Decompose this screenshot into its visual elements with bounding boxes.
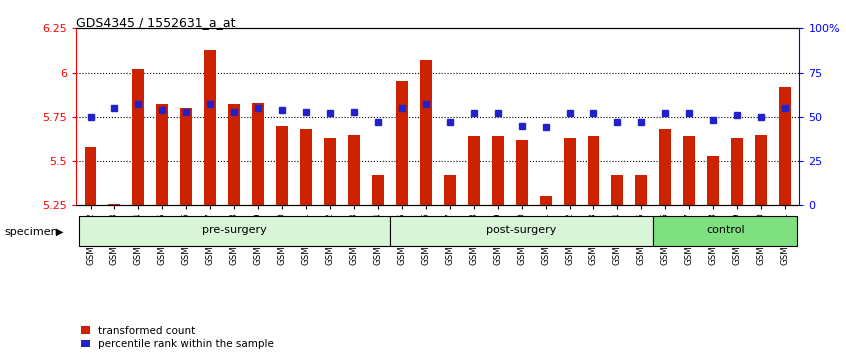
Bar <box>420 60 431 354</box>
Bar <box>659 129 672 354</box>
Bar <box>731 138 743 354</box>
Text: pre-surgery: pre-surgery <box>202 225 266 235</box>
Bar <box>540 196 552 354</box>
Bar <box>85 147 96 354</box>
Bar <box>684 136 695 354</box>
Bar <box>324 138 336 354</box>
Bar <box>492 136 503 354</box>
Bar <box>133 69 145 354</box>
Bar <box>276 126 288 354</box>
Legend: transformed count, percentile rank within the sample: transformed count, percentile rank withi… <box>81 326 274 349</box>
Bar <box>390 216 653 246</box>
Bar <box>180 108 192 354</box>
Text: GDS4345 / 1552631_a_at: GDS4345 / 1552631_a_at <box>76 16 236 29</box>
Bar <box>79 216 390 246</box>
Bar <box>157 104 168 354</box>
Bar <box>372 175 384 354</box>
Bar <box>707 156 719 354</box>
Bar <box>653 216 797 246</box>
Text: ▶: ▶ <box>56 227 63 237</box>
Bar <box>348 135 360 354</box>
Bar <box>108 204 120 354</box>
Bar <box>396 81 408 354</box>
Bar <box>563 138 575 354</box>
Bar <box>516 140 528 354</box>
Bar <box>300 129 312 354</box>
Bar <box>755 135 767 354</box>
Text: post-surgery: post-surgery <box>486 225 557 235</box>
Bar <box>444 175 456 354</box>
Bar <box>779 87 791 354</box>
Bar <box>587 136 600 354</box>
Bar <box>635 175 647 354</box>
Text: control: control <box>706 225 744 235</box>
Bar <box>612 175 624 354</box>
Bar <box>468 136 480 354</box>
Bar <box>252 103 264 354</box>
Bar <box>228 104 240 354</box>
Bar <box>204 50 217 354</box>
Text: specimen: specimen <box>4 227 58 237</box>
